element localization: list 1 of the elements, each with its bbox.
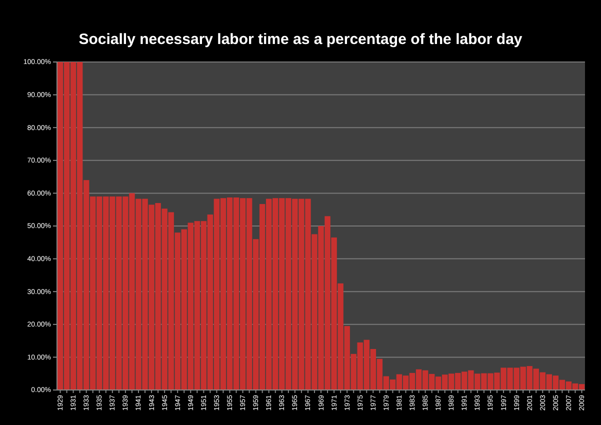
chart-title: Socially necessary labor time as a percentage of the labor day xyxy=(78,31,523,48)
